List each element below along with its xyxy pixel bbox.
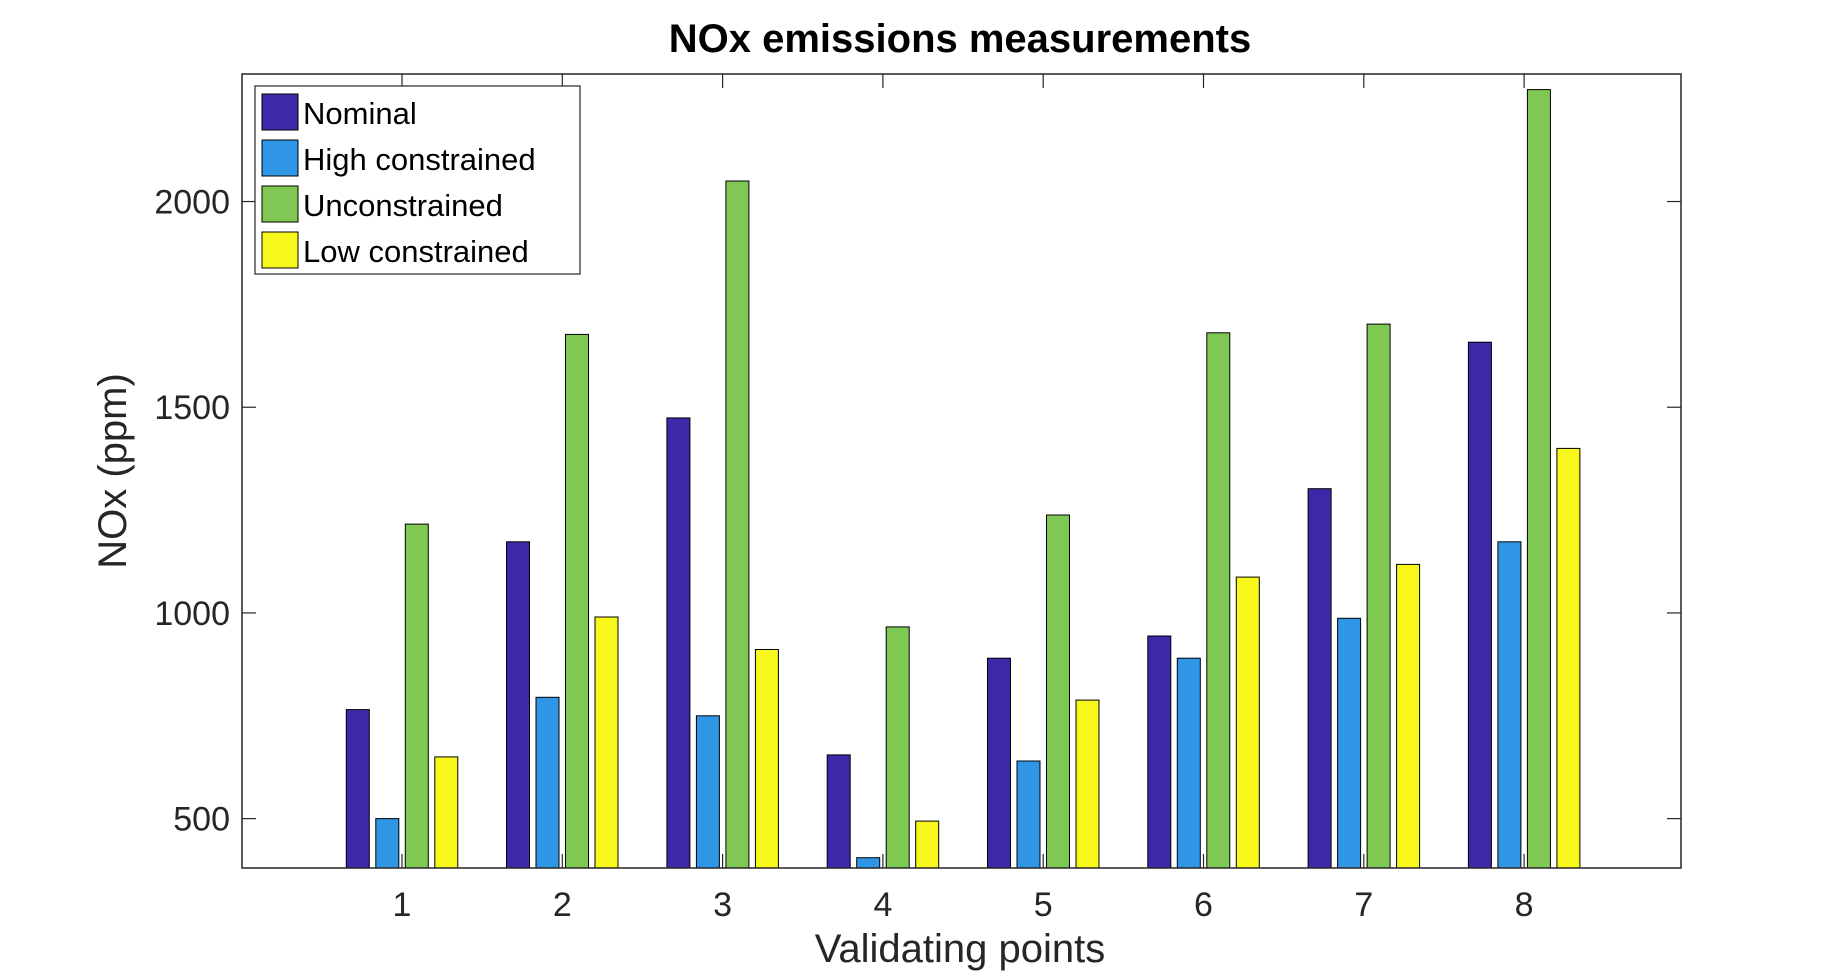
x-tick-label: 7 [1354, 886, 1373, 924]
bar-2-1 [375, 818, 400, 869]
legend-swatch [261, 231, 299, 269]
x-axis-ticks: 1 2 3 4 5 6 7 8 [393, 74, 1534, 924]
x-tick-label: 4 [873, 886, 892, 924]
bars-group [345, 89, 1581, 869]
y-tick-label: 2000 [154, 184, 230, 222]
bar-2-3 [695, 715, 720, 869]
x-tick-label: 3 [713, 886, 732, 924]
bar-4-7 [1396, 563, 1421, 869]
bar-3-3 [725, 180, 750, 869]
bar-4-8 [1556, 447, 1581, 869]
bar-2-2 [535, 696, 560, 869]
y-tick-label: 500 [173, 801, 230, 839]
bar-4-3 [754, 649, 779, 869]
legend-label: Low constrained [303, 234, 529, 269]
bar-1-6 [1147, 635, 1172, 869]
bar-3-1 [404, 523, 429, 869]
bar-4-4 [915, 820, 940, 869]
y-axis-label: NOx (ppm) [91, 373, 135, 569]
chart-title: NOx emissions measurements [669, 17, 1251, 61]
bar-3-2 [565, 333, 589, 869]
bar-4-6 [1235, 576, 1260, 869]
x-tick-label: 8 [1515, 886, 1534, 924]
legend-box [254, 85, 581, 275]
x-tick-label: 5 [1034, 886, 1053, 924]
bar-2-5 [1016, 760, 1041, 869]
y-tick-label: 1500 [154, 389, 230, 427]
bar-2-6 [1176, 657, 1201, 869]
y-tick-label: 1000 [154, 595, 230, 633]
x-tick-label: 6 [1194, 886, 1213, 924]
x-tick-label: 1 [393, 886, 412, 924]
bar-2-8 [1497, 541, 1522, 869]
plot-area-frame [241, 73, 1682, 869]
bar-1-2 [506, 541, 530, 869]
legend-label: Unconstrained [303, 188, 503, 223]
legend-swatch [261, 93, 299, 131]
bar-1-3 [666, 417, 691, 869]
bar-4-5 [1075, 699, 1100, 869]
bar-1-4 [826, 754, 851, 869]
legend-label: High constrained [303, 142, 536, 177]
bar-1-5 [987, 657, 1011, 869]
bar-2-7 [1337, 617, 1362, 869]
legend-swatch [261, 139, 299, 177]
bar-3-8 [1526, 89, 1551, 869]
bar-3-7 [1366, 323, 1391, 869]
bar-2-4 [856, 857, 881, 869]
bar-3-6 [1206, 332, 1231, 869]
bar-3-5 [1046, 514, 1070, 869]
x-axis-label: Validating points [815, 927, 1106, 971]
bar-1-8 [1467, 341, 1492, 869]
bar-4-1 [434, 756, 459, 869]
bar-3-4 [885, 626, 910, 869]
legend-swatch [261, 185, 299, 223]
x-tick-label: 2 [553, 886, 572, 924]
bar-1-7 [1307, 488, 1332, 869]
y-axis-ticks: 500 1000 1500 2000 [154, 184, 1681, 839]
legend: Nominal High constrained Unconstrained Low … [254, 85, 581, 275]
legend-label: Nominal [303, 96, 417, 131]
bar-1-1 [345, 709, 370, 869]
bar-4-2 [594, 616, 619, 869]
